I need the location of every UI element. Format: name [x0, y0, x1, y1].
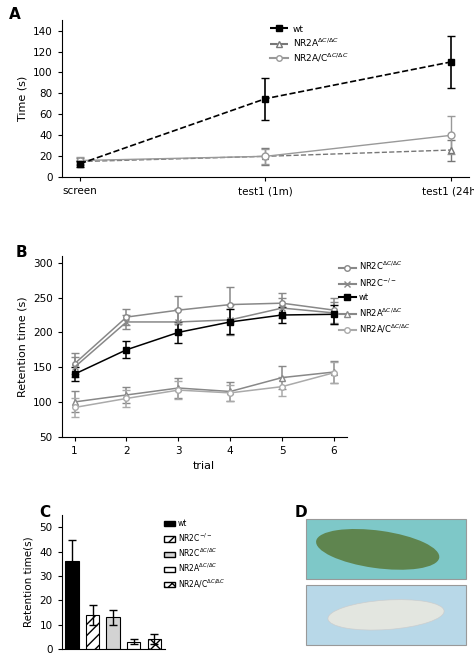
Bar	[86, 615, 99, 649]
Text: A: A	[9, 7, 20, 23]
Ellipse shape	[328, 599, 444, 630]
Bar	[127, 642, 140, 649]
Y-axis label: Time (s): Time (s)	[17, 76, 27, 121]
Bar	[306, 585, 466, 645]
Bar	[306, 519, 466, 579]
X-axis label: trial: trial	[193, 461, 215, 471]
Y-axis label: Retention time(s): Retention time(s)	[24, 537, 34, 628]
Text: B: B	[16, 245, 27, 260]
Text: C: C	[39, 504, 50, 520]
Bar	[148, 639, 161, 649]
Text: D: D	[294, 504, 307, 520]
Bar	[107, 617, 120, 649]
Legend: NR2C$^{\Delta C/\Delta C}$, NR2C$^{-/-}$, wt, NR2A$^{\Delta C/\Delta C}$, NR2A/C: NR2C$^{\Delta C/\Delta C}$, NR2C$^{-/-}$…	[339, 260, 411, 335]
Legend: wt, NR2A$^{\Delta C/\Delta C}$, NR2A/C$^{\Delta C/\Delta C}$: wt, NR2A$^{\Delta C/\Delta C}$, NR2A/C$^…	[270, 25, 348, 64]
Y-axis label: Retention time (s): Retention time (s)	[17, 296, 27, 397]
Bar	[65, 561, 79, 649]
Legend: wt, NR2C$^{-/-}$, NR2C$^{\Delta C/\Delta C}$, NR2A$^{\Delta C/\Delta C}$, NR2A/C: wt, NR2C$^{-/-}$, NR2C$^{\Delta C/\Delta…	[164, 519, 225, 590]
Ellipse shape	[316, 529, 439, 570]
